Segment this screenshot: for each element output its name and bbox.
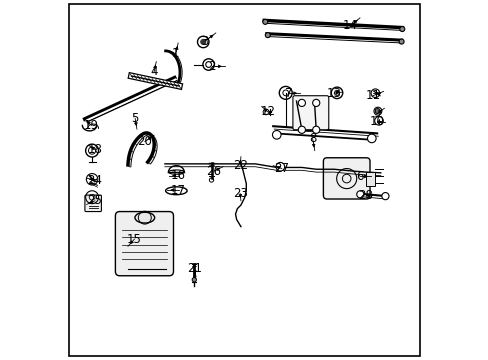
Text: 14: 14 xyxy=(342,19,357,32)
Text: 21: 21 xyxy=(186,262,202,275)
FancyBboxPatch shape xyxy=(85,195,101,212)
Circle shape xyxy=(398,39,403,44)
Text: 18: 18 xyxy=(87,143,102,156)
Text: 4: 4 xyxy=(150,65,158,78)
Text: 1: 1 xyxy=(172,47,179,60)
Ellipse shape xyxy=(135,212,154,223)
Circle shape xyxy=(265,33,270,38)
Circle shape xyxy=(201,40,205,44)
Text: 20: 20 xyxy=(137,135,152,148)
Circle shape xyxy=(312,99,319,107)
Text: 15: 15 xyxy=(127,233,142,246)
Text: 10: 10 xyxy=(369,116,384,129)
Text: 22: 22 xyxy=(232,159,247,172)
Circle shape xyxy=(262,19,267,24)
Circle shape xyxy=(381,193,388,200)
Text: 6: 6 xyxy=(356,170,364,183)
Text: 27: 27 xyxy=(274,162,289,175)
Text: 5: 5 xyxy=(131,112,139,125)
Text: 2: 2 xyxy=(208,60,216,73)
Text: 3: 3 xyxy=(201,35,208,48)
FancyBboxPatch shape xyxy=(115,212,173,276)
FancyBboxPatch shape xyxy=(292,96,328,130)
Circle shape xyxy=(312,126,319,134)
Text: 28: 28 xyxy=(358,189,372,202)
Text: 25: 25 xyxy=(87,194,102,207)
Circle shape xyxy=(298,126,305,134)
Text: 12: 12 xyxy=(260,105,275,118)
Text: 23: 23 xyxy=(232,187,247,200)
Circle shape xyxy=(263,109,268,115)
Text: 26: 26 xyxy=(206,165,221,177)
Circle shape xyxy=(276,162,284,171)
Circle shape xyxy=(272,131,281,139)
Text: 11: 11 xyxy=(365,89,380,102)
Text: 17: 17 xyxy=(171,184,185,197)
Text: 8: 8 xyxy=(308,132,316,145)
Text: 9: 9 xyxy=(373,107,380,120)
Circle shape xyxy=(399,27,404,32)
Circle shape xyxy=(298,99,305,107)
Text: 24: 24 xyxy=(87,174,102,186)
Text: 16: 16 xyxy=(171,169,185,182)
Text: 13: 13 xyxy=(326,87,341,100)
Bar xyxy=(366,172,375,186)
Circle shape xyxy=(192,278,196,282)
Circle shape xyxy=(367,134,375,143)
Text: 7: 7 xyxy=(285,87,292,100)
Circle shape xyxy=(375,109,379,113)
Text: 19: 19 xyxy=(84,119,99,132)
FancyBboxPatch shape xyxy=(323,158,369,199)
Circle shape xyxy=(356,191,363,198)
